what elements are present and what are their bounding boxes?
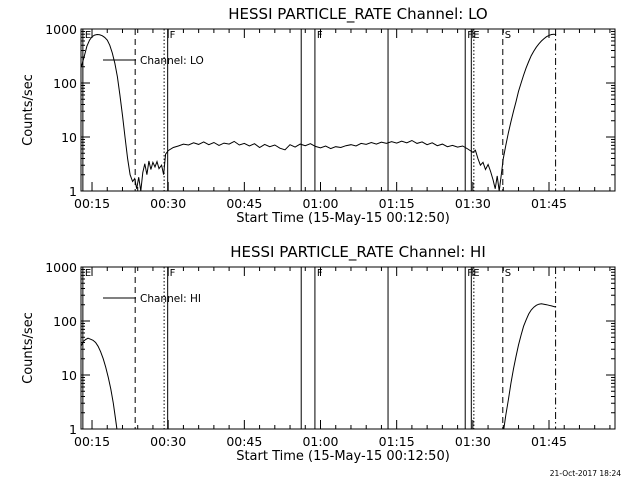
series-line xyxy=(80,337,118,430)
plot-frame xyxy=(80,266,616,430)
y-tick-label: 1000 xyxy=(45,260,77,275)
event-label: F xyxy=(467,268,473,279)
x-axis-label: Start Time (15-May-15 00:12:50) xyxy=(236,211,450,226)
event-label: F xyxy=(317,30,323,41)
legend-label: Channel: LO xyxy=(140,55,204,67)
x-tick-label: 00:45 xyxy=(226,196,262,211)
y-axis-label: Counts/sec xyxy=(21,74,36,146)
plot-frame xyxy=(80,28,616,192)
event-label: E xyxy=(473,30,479,41)
event-label: F xyxy=(317,268,323,279)
event-label: F xyxy=(170,268,176,279)
event-label: E xyxy=(85,268,91,279)
y-axis-label: Counts/sec xyxy=(21,312,36,384)
footer-timestamp-text: 21-Oct-2017 18:24 xyxy=(550,469,621,478)
y-tick-label: 1000 xyxy=(45,22,77,37)
x-tick-label: 01:45 xyxy=(531,196,567,211)
x-tick-label: 01:00 xyxy=(302,196,338,211)
x-tick-label: 00:15 xyxy=(74,434,110,449)
x-tick-label: 01:30 xyxy=(455,434,491,449)
event-label: F xyxy=(467,30,473,41)
y-tick-label: 10 xyxy=(61,368,77,383)
event-label: E xyxy=(473,268,479,279)
x-tick-label: 00:45 xyxy=(226,434,262,449)
y-tick-label: 1 xyxy=(69,184,77,199)
y-tick-label: 100 xyxy=(53,314,77,329)
x-tick-label: 01:30 xyxy=(455,196,491,211)
x-tick-label: 01:15 xyxy=(379,196,415,211)
y-tick-label: 1 xyxy=(69,422,77,437)
series-line xyxy=(80,33,557,192)
series-line xyxy=(503,303,556,430)
x-tick-label: 00:30 xyxy=(150,434,186,449)
chart-title: HESSI PARTICLE_RATE Channel: HI xyxy=(230,243,486,262)
x-tick-label: 00:15 xyxy=(74,196,110,211)
legend-label: Channel: HI xyxy=(140,293,201,305)
y-tick-label: 100 xyxy=(53,76,77,91)
x-tick-label: 01:00 xyxy=(302,434,338,449)
chart-title: HESSI PARTICLE_RATE Channel: LO xyxy=(228,5,487,24)
event-label: S xyxy=(505,268,511,279)
event-label: S xyxy=(505,30,511,41)
event-label: E xyxy=(85,30,91,41)
y-tick-label: 10 xyxy=(61,130,77,145)
x-tick-label: 01:15 xyxy=(379,434,415,449)
x-tick-label: 00:30 xyxy=(150,196,186,211)
event-label: F xyxy=(170,30,176,41)
x-axis-label: Start Time (15-May-15 00:12:50) xyxy=(236,449,450,464)
x-tick-label: 01:45 xyxy=(531,434,567,449)
